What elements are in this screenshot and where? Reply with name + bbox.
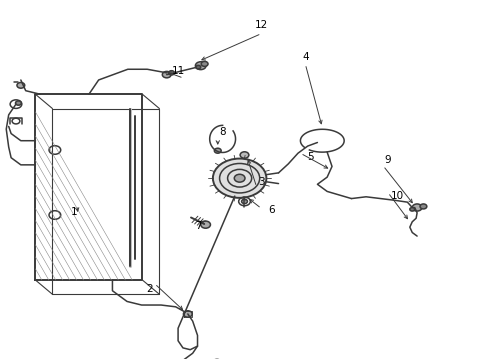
Circle shape [411,204,421,211]
Circle shape [240,152,248,158]
Text: 5: 5 [306,152,313,162]
Text: 8: 8 [219,127,225,137]
Text: 6: 6 [267,205,274,215]
Circle shape [16,101,21,105]
Circle shape [168,71,174,75]
Text: 7: 7 [195,221,201,231]
Circle shape [183,311,192,317]
Circle shape [196,65,201,69]
Circle shape [419,204,426,209]
Circle shape [17,82,25,88]
Circle shape [195,62,205,69]
Text: 1: 1 [71,207,78,217]
Text: 2: 2 [146,284,153,294]
Text: 4: 4 [302,52,308,62]
Circle shape [409,207,414,211]
Circle shape [201,221,210,228]
Circle shape [212,158,266,198]
Circle shape [201,62,207,66]
Circle shape [162,71,171,78]
Circle shape [214,148,221,153]
Circle shape [241,199,247,203]
Text: 10: 10 [390,191,404,201]
Text: 9: 9 [384,156,390,165]
Text: 3: 3 [258,177,264,187]
Text: 11: 11 [172,66,185,76]
Text: 12: 12 [254,19,267,30]
Circle shape [234,174,244,182]
